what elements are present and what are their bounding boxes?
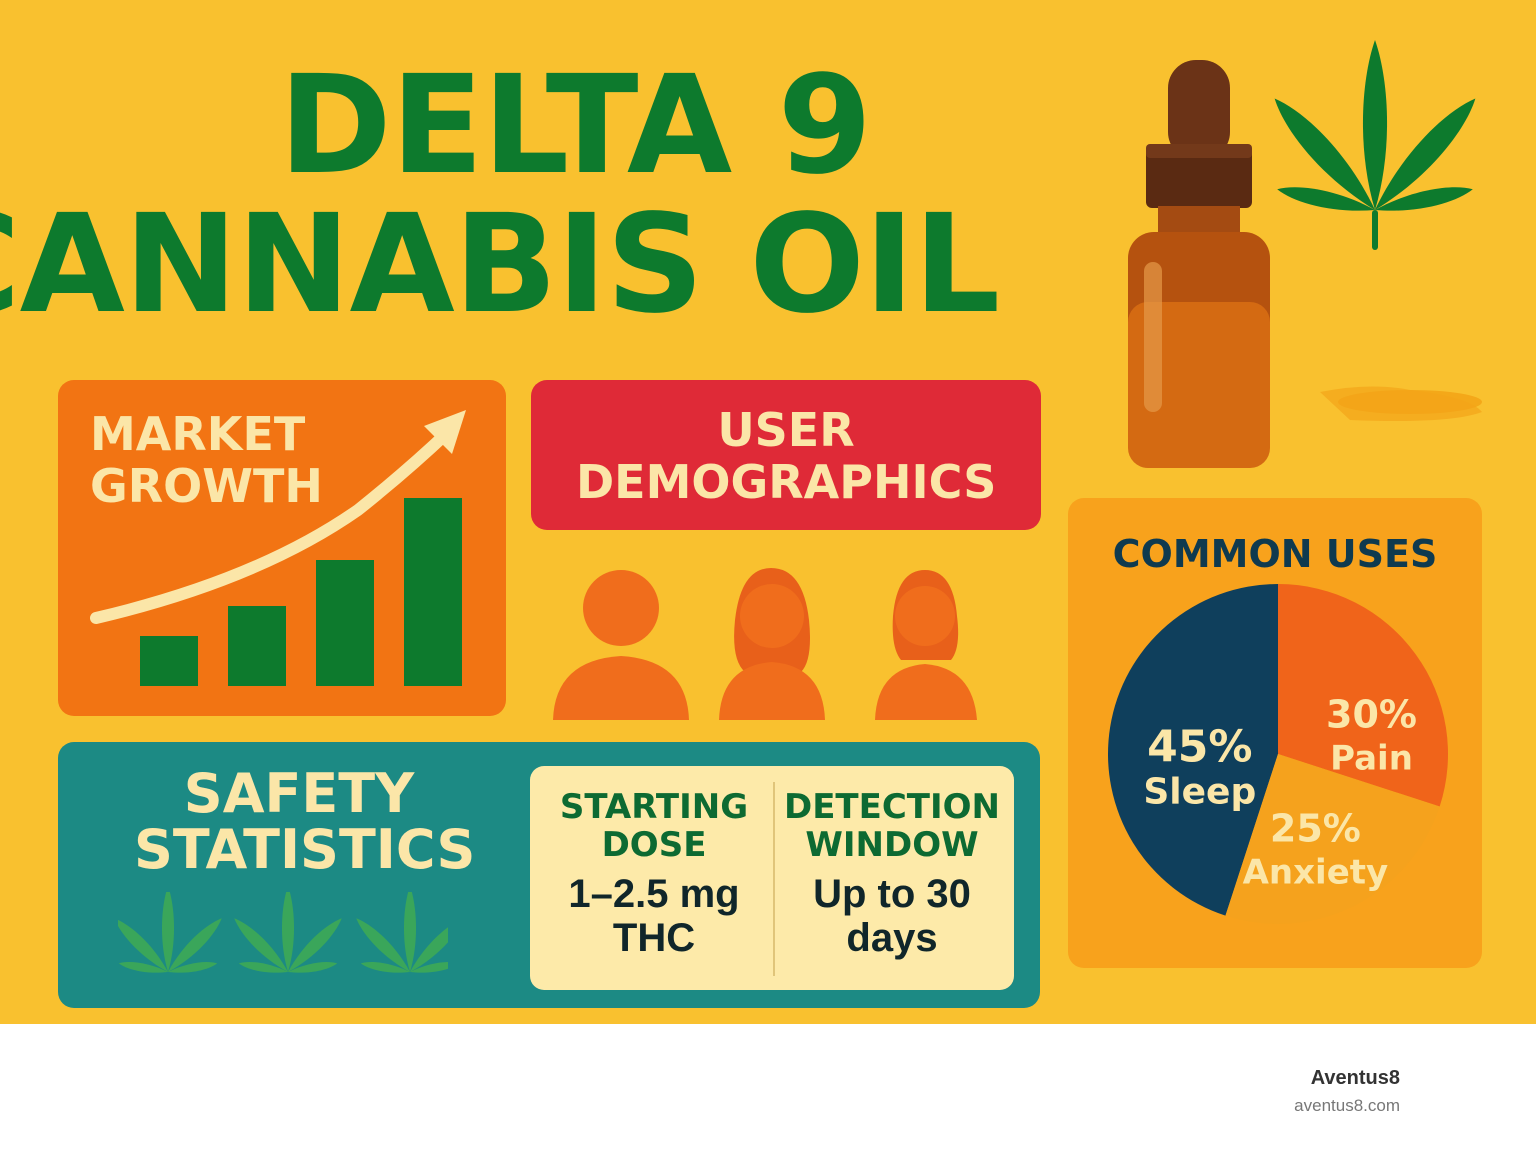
detection-window-heading: DETECTION WINDOW: [783, 787, 1001, 865]
brand-url[interactable]: aventus8.com: [1294, 1096, 1400, 1115]
safety-statistics-label: SAFETY STATISTICS: [134, 762, 476, 881]
page-title: DELTA 9 CANNABIS OIL: [0, 58, 1240, 340]
starting-dose-stat: STARTING DOSE 1–2.5 mg THC: [534, 788, 774, 960]
infographic: DELTA 9 CANNABIS OIL MARKET GROWTH: [0, 0, 1536, 1024]
common-uses-pie-chart: 45%Sleep 30%Pain 25%Anxiety: [1108, 584, 1448, 924]
cannabis-leaf-icon: [1274, 40, 1476, 250]
growth-bar-chart-icon: [90, 410, 466, 686]
safety-statistics-panel: SAFETY STATISTICS: [58, 742, 1040, 1008]
user-demographics-panel: USER DEMOGRAPHICS: [531, 380, 1041, 530]
starting-dose-value: 1–2.5 mg THC: [568, 872, 740, 960]
detection-window-value: Up to 30 days: [813, 872, 971, 960]
dropper-bottle-icon: [1128, 60, 1482, 468]
brand-name: Aventus8: [1310, 1067, 1400, 1089]
pie-label-sleep: Sleep: [1143, 772, 1256, 813]
common-uses-label: COMMON USES: [1112, 532, 1438, 576]
pie-slice-sleep: [1108, 584, 1278, 916]
user-demographics-label: USER DEMOGRAPHICS: [576, 403, 997, 509]
pie-percent-pain: 30%: [1326, 693, 1417, 737]
pie-slice-pain: [1278, 584, 1448, 807]
detection-window-stat: DETECTION WINDOW Up to 30 days: [772, 788, 1012, 960]
market-growth-label: MARKET GROWTH: [90, 407, 323, 513]
pie-percent-sleep: 45%: [1147, 722, 1252, 773]
brand-footer: Aventus8 aventus8.com: [1240, 1064, 1400, 1120]
title-line-2: CANNABIS OIL: [0, 186, 1000, 344]
pie-label-anxiety: Anxiety: [1243, 853, 1389, 893]
safety-stats-card: STARTING DOSE 1–2.5 mg THC DETECTION WIN…: [530, 766, 1014, 990]
cannabis-leaves-icon: [118, 892, 448, 973]
market-growth-panel: MARKET GROWTH: [58, 380, 506, 716]
pie-label-pain: Pain: [1330, 739, 1413, 779]
people-icon: [553, 568, 977, 720]
title-line-1: DELTA 9: [278, 47, 872, 205]
pie-slice-anxiety: [1225, 754, 1440, 924]
stats-divider: [773, 782, 775, 976]
pie-percent-anxiety: 25%: [1270, 807, 1361, 851]
starting-dose-heading: STARTING DOSE: [559, 787, 749, 865]
